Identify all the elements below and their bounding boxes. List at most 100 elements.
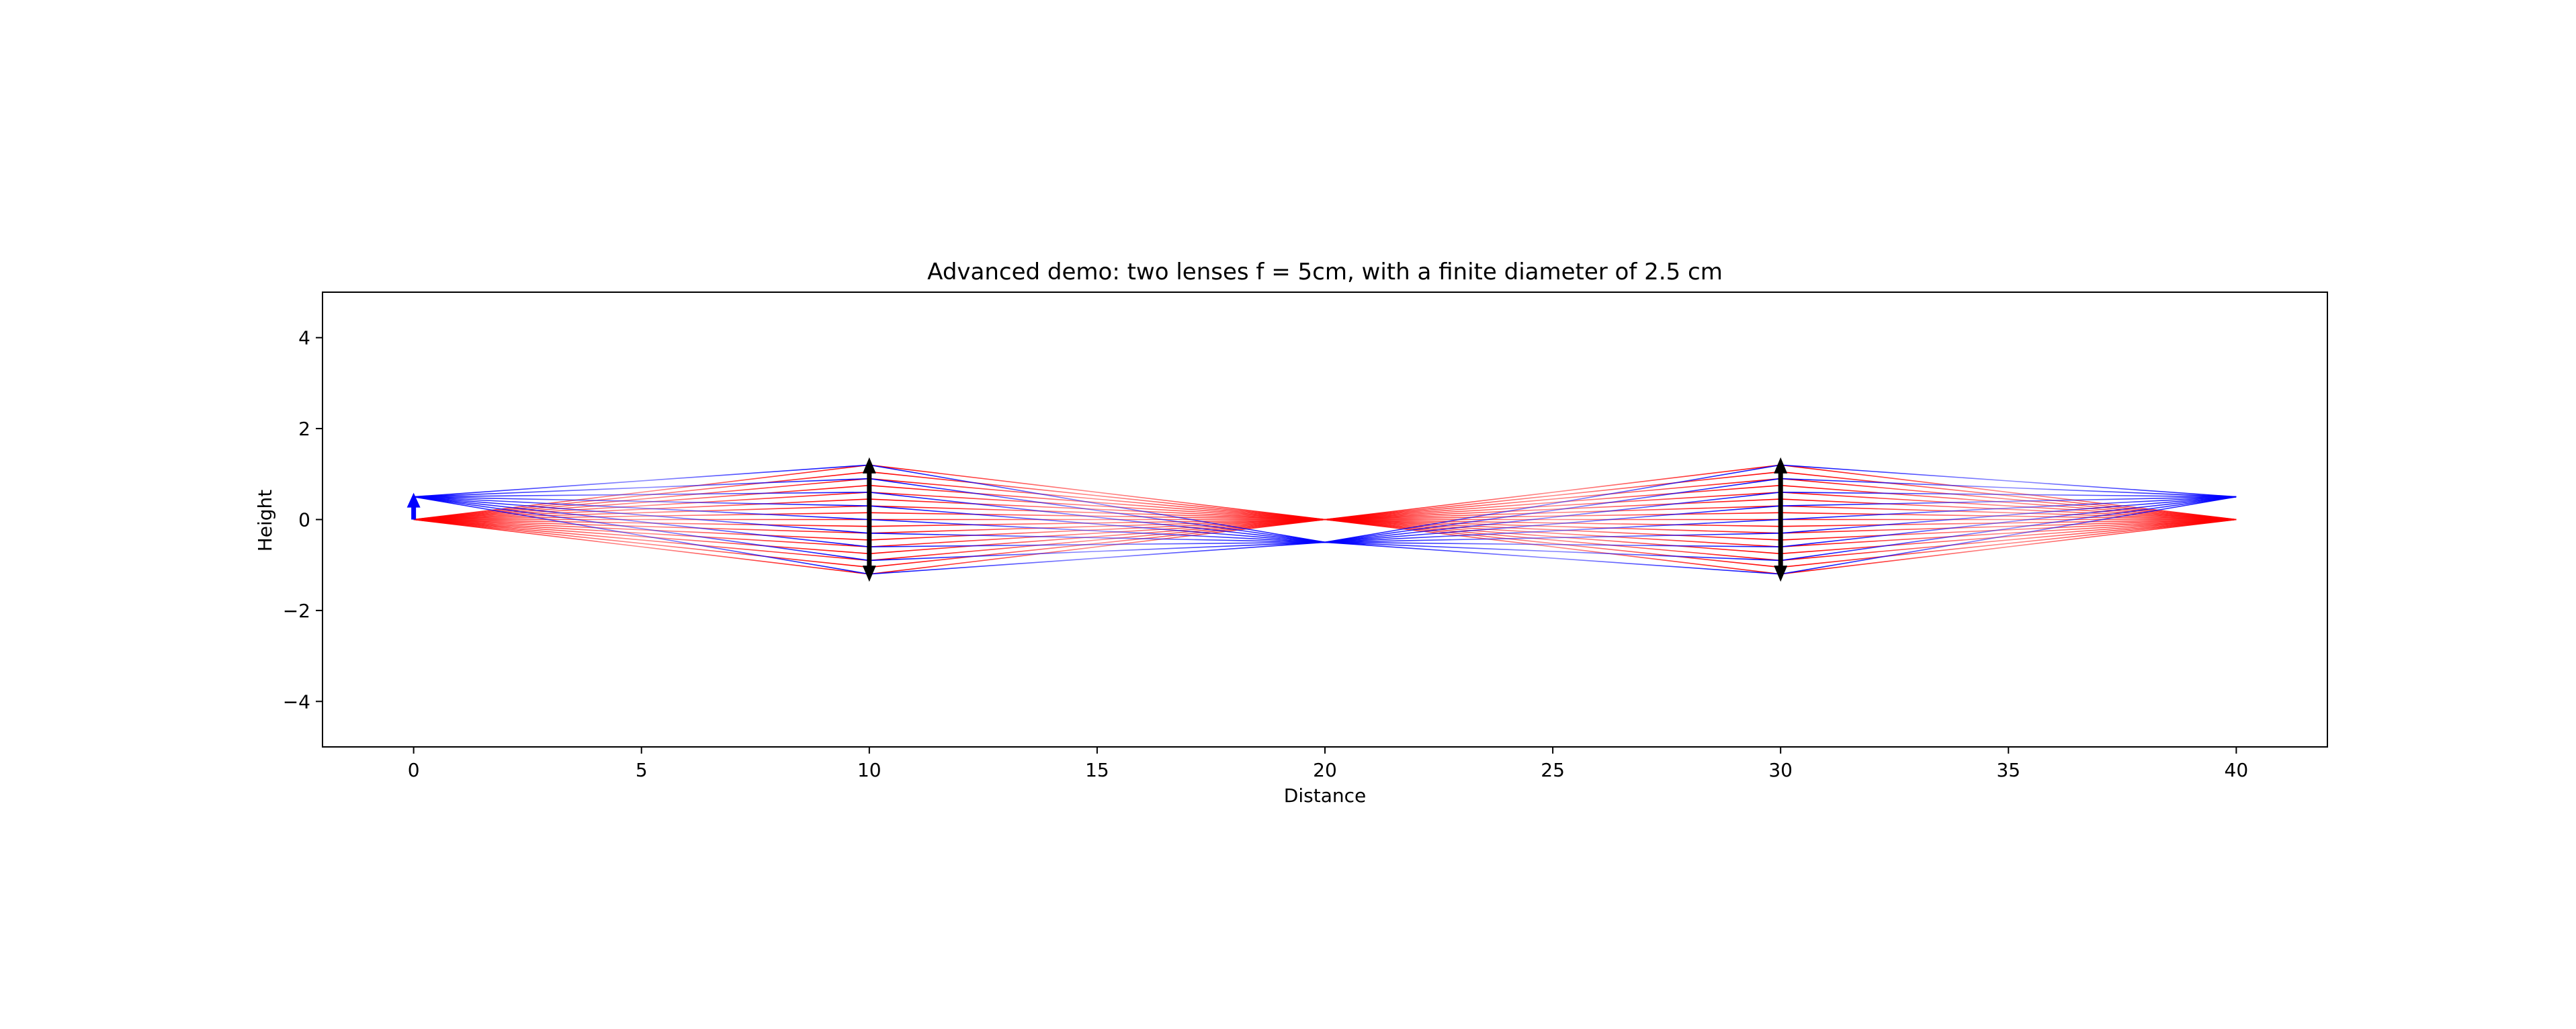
ray-segment (1780, 505, 2237, 521)
ray-segment (413, 519, 869, 534)
ray-segment (413, 496, 869, 534)
ray-segment (1324, 541, 1781, 547)
ray-segment (1780, 464, 2237, 498)
ray-segment (413, 496, 869, 562)
marks-layer (406, 457, 1788, 582)
ray-segment (1780, 492, 2237, 498)
y-tick-label: 4 (298, 327, 310, 349)
ray-segment (1780, 478, 2237, 521)
ray-segment (1324, 464, 1781, 521)
ray-segment (869, 541, 1326, 547)
ray-segment (413, 471, 869, 521)
ray-segment (1780, 519, 2237, 534)
ray-segment (869, 519, 1326, 562)
ray-segment (1324, 541, 1781, 562)
ray-segment (869, 519, 1326, 543)
y-tick-label: 2 (298, 418, 310, 440)
ray-segment (1324, 519, 1781, 543)
ray-segment (869, 498, 1326, 521)
ray-segment (869, 478, 1326, 521)
ray-segment (413, 505, 869, 521)
ray-segment (413, 519, 869, 575)
ray-segment (869, 505, 1326, 543)
ray-segment (869, 519, 1326, 568)
y-axis-ticks: −4 −2 0 2 4 (283, 327, 323, 713)
ray-segment (413, 496, 869, 506)
object-arrow (406, 492, 421, 520)
ray-segment (869, 541, 1326, 575)
ray-segment (1324, 478, 1781, 543)
y-tick-label: −2 (283, 600, 310, 622)
chart-title: Advanced demo: two lenses f = 5cm, with … (927, 259, 1723, 285)
ray-segment (1324, 533, 1781, 543)
y-axis-label: Height (254, 490, 276, 552)
lens-1 (862, 457, 876, 582)
x-tick-label: 5 (636, 759, 648, 781)
ray-segment (869, 471, 1326, 521)
x-tick-label: 35 (1996, 759, 2020, 781)
ray-segment (413, 464, 869, 521)
ray-segment (1780, 496, 2237, 506)
ray-segment (1324, 478, 1781, 521)
ray-segment (869, 519, 1326, 541)
x-axis-label: Distance (1284, 785, 1366, 807)
ray-segment (1324, 498, 1781, 521)
ray-segment (1780, 519, 2237, 555)
rays-layer (413, 464, 2237, 575)
ray-segment (869, 519, 1326, 575)
ray-segment (869, 519, 1326, 527)
ray-segment (413, 492, 869, 521)
ray-segment (1780, 519, 2237, 562)
ray-segment (869, 464, 1326, 521)
ray-segment (413, 519, 869, 568)
ray-segment (1780, 496, 2237, 534)
x-tick-label: 40 (2225, 759, 2249, 781)
ray-segment (1780, 464, 2237, 521)
ray-segment (413, 498, 869, 521)
ray-segment (413, 519, 869, 562)
ray-segment (413, 519, 869, 541)
ray-segment (413, 519, 869, 527)
x-tick-label: 30 (1768, 759, 1793, 781)
ray-segment (1780, 519, 2237, 547)
ray-segment (869, 464, 1326, 543)
ray-segment (1324, 505, 1781, 543)
x-tick-label: 10 (857, 759, 882, 781)
ray-segment (1780, 496, 2237, 521)
ray-segment (413, 512, 869, 521)
ray-segment (413, 496, 869, 575)
ray-segment (1780, 519, 2237, 568)
ray-segment (1324, 519, 1781, 534)
y-tick-label: −4 (283, 690, 310, 713)
ray-segment (1324, 492, 1781, 543)
ray-segment (1324, 492, 1781, 521)
x-tick-label: 15 (1085, 759, 1109, 781)
ray-segment (1780, 484, 2237, 521)
ray-segment (413, 478, 869, 498)
x-tick-label: 0 (408, 759, 420, 781)
ray-segment (1780, 496, 2237, 547)
x-tick-label: 20 (1313, 759, 1337, 781)
ray-segment (1324, 505, 1781, 521)
ray-segment (413, 496, 869, 547)
ray-segment (1324, 519, 1781, 575)
ray-segment (1780, 496, 2237, 575)
ray-segment (413, 478, 869, 521)
ray-segment (413, 484, 869, 521)
ray-segment (869, 492, 1326, 543)
x-axis-ticks: 0 5 10 15 20 25 30 35 40 (408, 747, 2248, 781)
ray-segment (869, 512, 1326, 521)
ray-segment (1780, 496, 2237, 562)
ray-segment (869, 519, 1326, 547)
lens-2 (1774, 457, 1788, 582)
ray-segment (1324, 519, 1781, 568)
ray-segment (1780, 512, 2237, 521)
ray-segment (869, 533, 1326, 543)
ray-segment (1324, 519, 1781, 527)
ray-segment (869, 478, 1326, 543)
x-tick-label: 25 (1541, 759, 1565, 781)
ray-segment (869, 484, 1326, 521)
ray-segment (1780, 478, 2237, 498)
ray-segment (1324, 541, 1781, 575)
